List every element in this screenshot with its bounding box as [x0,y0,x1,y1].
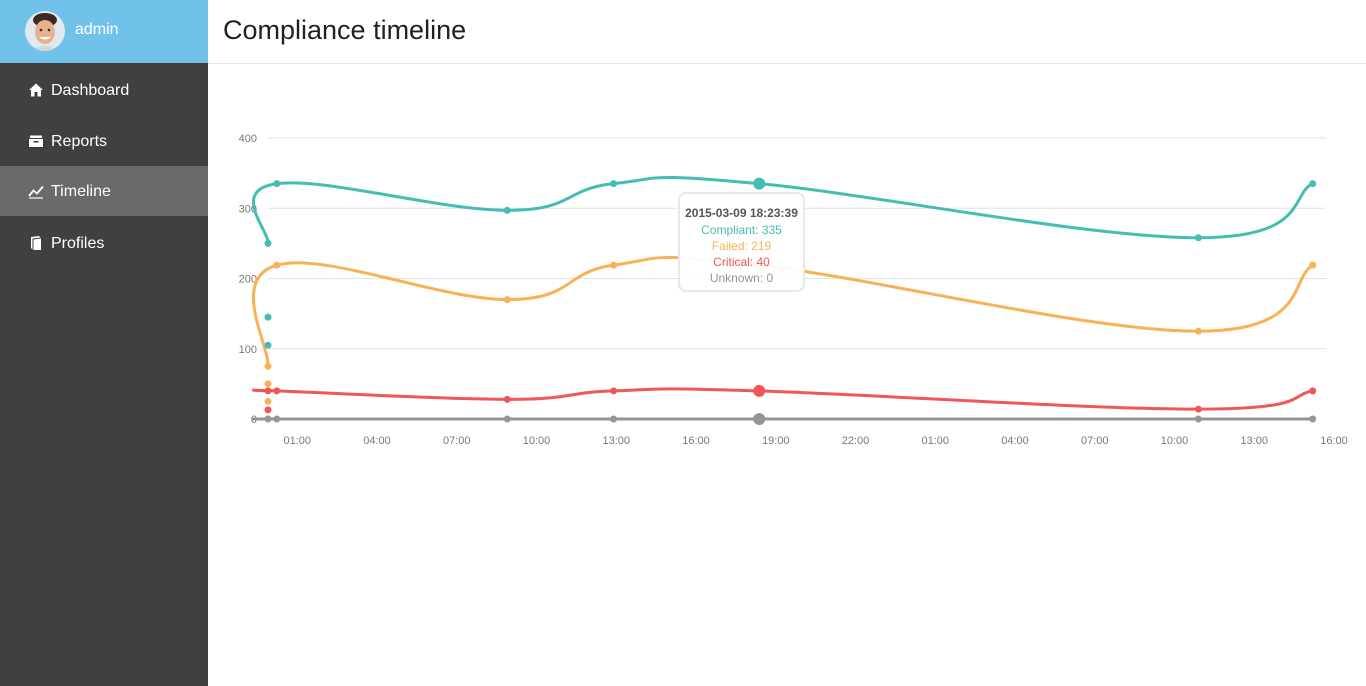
data-point-failed [264,362,272,370]
data-point-critical [264,406,272,414]
data-point-unknown [1309,415,1317,423]
data-point-critical [610,387,618,395]
x-tick-label: 07:00 [443,435,471,447]
data-point-failed [1309,261,1317,269]
username[interactable]: admin [75,21,119,38]
inbox-icon [29,135,43,147]
sidebar-item-label: Reports [51,133,108,150]
data-point-compliant [503,206,511,214]
x-tick-label: 19:00 [762,435,790,447]
data-point-unknown [503,415,511,423]
data-point-compliant [1194,234,1202,242]
data-point-compliant [610,180,618,188]
page-header: Compliance timeline [208,0,1366,64]
data-point-unknown [273,415,281,423]
tooltip-failed: Failed: 219 [711,239,772,253]
data-point-compliant [273,180,281,188]
y-tick-label: 200 [239,274,257,286]
sidebar-item-label: Profiles [51,235,105,252]
data-point-compliant [264,341,272,349]
data-point-failed [264,380,272,388]
x-tick-label: 10:00 [1161,435,1189,447]
chart-tooltip: 2015-03-09 18:23:39 Compliant: 335 Faile… [678,192,805,292]
series-line-failed [251,255,1314,367]
data-point-unknown [753,413,766,425]
data-point-failed [610,261,618,269]
tooltip-unknown: Unknown: 0 [709,271,774,285]
x-tick-label: 13:00 [1240,435,1268,447]
timeline-chart: 0 100 200 300 400 01:00 04:00 07:00 10:00 13:00 16… [208,64,1366,686]
y-tick-label: 400 [239,133,257,145]
line-chart-icon [28,185,44,199]
data-point-critical [1309,387,1317,395]
tooltip-date: 2015-03-09 18:23:39 [685,206,798,220]
data-point-unknown [264,415,272,423]
avatar[interactable] [25,11,65,51]
x-tick-label: 10:00 [523,435,551,447]
data-point-failed [1194,327,1202,335]
data-point-critical [1194,405,1202,413]
data-point-failed [273,261,281,269]
x-tick-label: 04:00 [363,435,391,447]
data-point-compliant [1309,180,1317,188]
sidebar-item-reports[interactable]: Reports [0,116,208,167]
book-icon [31,236,42,250]
data-point-unknown [1194,415,1202,423]
data-point-compliant [753,177,766,190]
data-point-failed [264,397,272,405]
x-tick-label: 04:00 [1001,435,1029,447]
tooltip-compliant: Compliant: 335 [701,223,782,237]
data-point-failed [503,296,511,304]
x-tick-label: 13:00 [602,435,630,447]
series-line-critical [252,387,1313,411]
x-tick-label: 16:00 [682,435,710,447]
sidebar-item-label: Timeline [51,183,111,200]
sidebar-item-profiles[interactable]: Profiles [0,218,208,269]
x-tick-label: 07:00 [1081,435,1109,447]
sidebar-item-timeline[interactable]: Timeline [0,166,208,216]
data-point-critical [503,395,511,403]
sidebar-item-dashboard[interactable]: Dashboard [0,65,208,116]
tooltip-critical: Critical: 40 [713,255,770,269]
x-tick-label: 16:00 [1320,435,1348,447]
data-point-compliant [264,313,272,321]
data-point-critical [264,387,272,395]
sidebar-item-label: Dashboard [51,82,130,99]
x-tick-label: 22:00 [842,435,870,447]
user-block[interactable]: admin [0,0,208,63]
x-tick-label: 01:00 [283,435,311,447]
home-icon [29,83,43,97]
sidebar: admin Dashboard Reports Timeline Profile… [0,0,208,686]
data-point-critical [753,384,766,397]
x-tick-label: 01:00 [921,435,949,447]
data-point-unknown [610,415,618,423]
data-point-critical [273,387,281,395]
y-tick-label: 100 [239,344,257,356]
data-point-compliant [264,239,272,247]
page-title: Compliance timeline [223,15,467,45]
